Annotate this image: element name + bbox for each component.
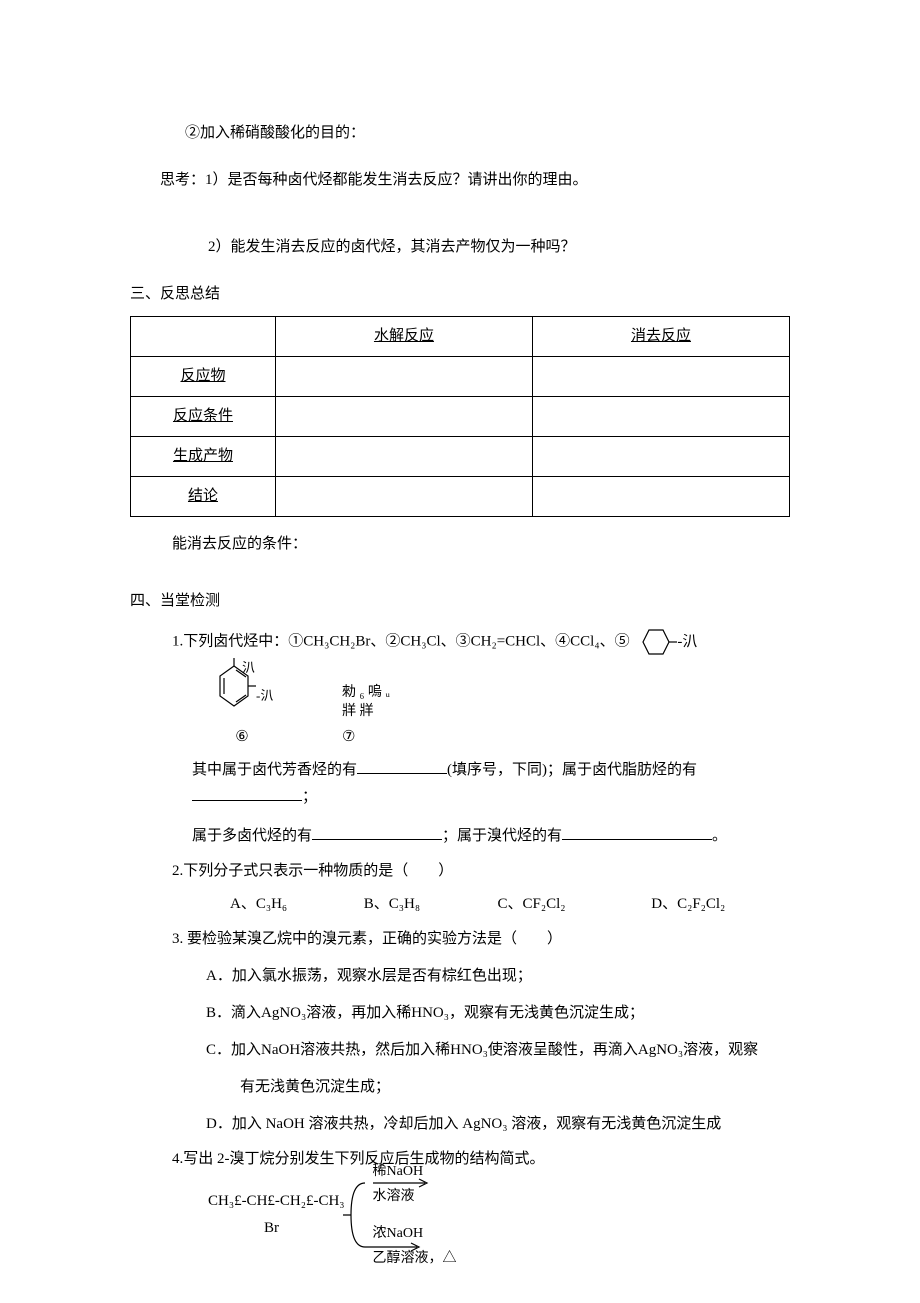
compound7-number: ⑦ [342,724,355,751]
q1-lead: 1.下列卤代烃中：①CH₃CH₂Br、②CH₃Cl、③CH₂=CHCl、④CCl… [172,633,630,649]
arrow-icon [365,1241,425,1253]
q2-stem: 2.下列分子式只表示一种物质的是（ ） [130,858,790,885]
comparison-table: 水解反应 消去反应 反应物 反应条件 生成产物 结论 [130,316,790,517]
reactant-formula: CH₃£-CH£-CH₂£-CH₃ [208,1188,345,1215]
blank-input[interactable] [562,825,712,840]
q1-fill-b: 属于多卤代烃的有 ；属于溴代烃的有 。 [130,823,790,850]
table-header-row: 水解反应 消去反应 [131,317,790,357]
benzene-top-label: 汃 [242,656,255,679]
cell-blank [532,477,789,517]
q1a-pre: 其中属于卤代芳香烃的有 [192,762,357,778]
cell-blank [532,397,789,437]
arrow-icon [373,1177,433,1189]
row-product-label: 生成产物 [131,437,276,477]
table-row: 结论 [131,477,790,517]
q1-fill-a: 其中属于卤代芳香烃的有 (填序号，下同)；属于卤代脂肪烃的有 ； [130,757,790,811]
section-3-heading: 三、反思总结 [130,281,790,308]
cell-blank [275,477,532,517]
header-blank [131,317,276,357]
compound7-line2: 牂 牂 [342,702,390,722]
q4-stem: 4.写出 2-溴丁烷分别发生下列反应后生成物的结构简式。 [130,1146,790,1173]
think-q1: 思考：1）是否每种卤代烃都能发生消去反应？请讲出你的理由。 [130,167,790,194]
reactant-br: Br [208,1215,345,1242]
blank-input[interactable] [357,759,447,774]
think-q2: 2）能发生消去反应的卤代烃，其消去产物仅为一种吗？ [130,234,790,261]
table-row: 反应条件 [131,397,790,437]
q4-reaction-scheme: CH₃£-CH£-CH₂£-CH₃ Br 稀NaOH 水溶液 [130,1187,790,1243]
q1a-end: ； [302,789,317,805]
q1-stem: 1.下列卤代烃中：①CH₃CH₂Br、②CH₃Cl、③CH₂=CHCl、④CCl… [130,623,790,661]
cyclohexane-icon [633,623,677,661]
q1b-mid: ；属于溴代烃的有 [442,828,562,844]
cell-blank [532,437,789,477]
q1-compound-row: 汃 -汃 ⑥ 勑 ₆ 嗚 ᵤ 牂 牂 ⑦ [130,661,790,751]
benzene-right-label: -汃 [256,684,273,707]
q2-opt-d[interactable]: D、C₂F₂Cl₂ [651,891,725,918]
cell-blank [275,397,532,437]
table-row: 生成产物 [131,437,790,477]
reactant-block: CH₃£-CH£-CH₂£-CH₃ Br [208,1188,345,1242]
q3-opt-d[interactable]: D．加入 NaOH 溶液共热，冷却后加入 AgNO₃ 溶液，观察有无浅黄色沉淀生… [130,1111,790,1138]
text-nitric-acid-purpose: ②加入稀硝酸酸化的目的： [130,120,790,147]
blank-input[interactable] [312,825,442,840]
q1a-mid: (填序号，下同)；属于卤代脂肪烃的有 [447,762,697,778]
cell-blank [275,357,532,397]
header-hydrolysis: 水解反应 [275,317,532,357]
q3-opt-a[interactable]: A．加入氯水振荡，观察水层是否有棕红色出现； [130,963,790,990]
row-reactant-label: 反应物 [131,357,276,397]
q2-options: A、C₃H₆ B、C₃H₈ C、CF₂Cl₂ D、C₂F₂Cl₂ [130,891,790,918]
compound6-number: ⑥ [235,724,248,751]
q1b-end: 。 [712,828,727,844]
row-condition-label: 反应条件 [131,397,276,437]
row-conclusion-label: 结论 [131,477,276,517]
q3-opt-c-cont: 有无浅黄色沉淀生成； [130,1074,790,1101]
compound5-label: -汃 [677,629,697,656]
cell-blank [275,437,532,477]
blank-input[interactable] [192,786,302,801]
q3-stem: 3. 要检验某溴乙烷中的溴元素，正确的实验方法是（ ） [130,926,790,953]
q2-opt-c[interactable]: C、CF₂Cl₂ [498,891,648,918]
q3-opt-c[interactable]: C．加入NaOH溶液共热，然后加入稀HNO₃使溶液呈酸性，再滴入AgNO₃溶液，… [130,1037,790,1064]
header-elimination: 消去反应 [532,317,789,357]
section-4-heading: 四、当堂检测 [130,588,790,615]
benzene-structure-icon: 汃 -汃 [212,658,272,722]
elimination-condition-prompt: 能消去反应的条件： [130,531,790,558]
cell-blank [532,357,789,397]
q3-opt-b[interactable]: B．滴入AgNO₃溶液，再加入稀HNO₃，观察有无浅黄色沉淀生成； [130,1000,790,1027]
q2-opt-b[interactable]: B、C₃H₈ [364,891,494,918]
q2-opt-a[interactable]: A、C₃H₆ [230,891,360,918]
q1b-pre: 属于多卤代烃的有 [192,828,312,844]
table-row: 反应物 [131,357,790,397]
compound7-line1: 勑 ₆ 嗚 ᵤ [342,683,390,703]
